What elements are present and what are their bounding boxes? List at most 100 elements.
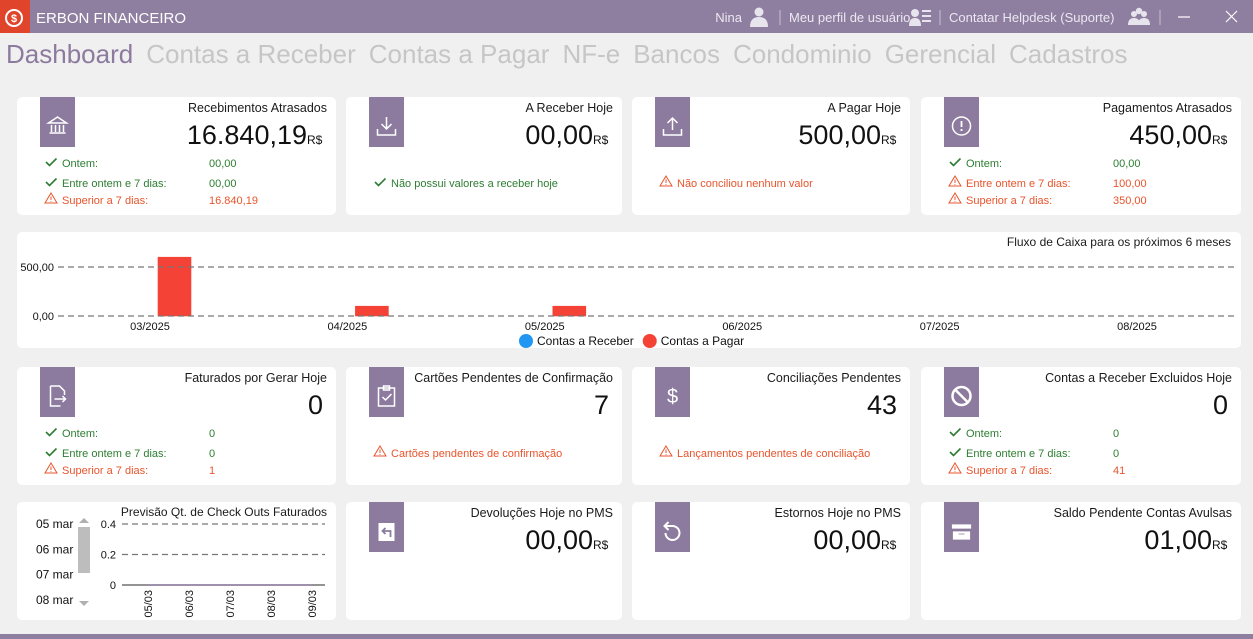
nav-item[interactable]: Contas a Receber (146, 39, 356, 69)
x-tick-label: 05/2025 (525, 321, 565, 333)
scroll-thumb[interactable] (78, 527, 90, 573)
card-amount: 0 (308, 390, 323, 420)
nav-item[interactable]: Cadastros (1009, 39, 1128, 69)
icon (49, 385, 67, 407)
card-amount: 00,00 (525, 120, 593, 150)
x-tick-label: 05/03 (143, 590, 155, 618)
logo-icon (5, 9, 23, 27)
chart-title: Fluxo de Caixa para os próximos 6 meses (1007, 235, 1231, 249)
nav-item[interactable]: NF-e (562, 39, 620, 69)
card-icon (369, 367, 404, 417)
warning-icon (373, 445, 387, 457)
card (921, 502, 1241, 620)
line-value: 41 (1113, 465, 1125, 477)
x-tick-label: 08/2025 (1117, 321, 1157, 333)
check-icon (374, 177, 387, 187)
card (921, 367, 1241, 485)
icon (951, 116, 972, 136)
line-label: Entre ontem e 7 dias: (62, 178, 167, 190)
card-currency: R$ (593, 133, 609, 147)
helpdesk-link[interactable]: Contatar Helpdesk (Suporte) (949, 10, 1114, 25)
y-tick-label: 0 (110, 580, 116, 592)
x-tick-label: 03/2025 (130, 321, 170, 333)
warning-icon (948, 192, 962, 204)
line-label: Ontem: (62, 428, 98, 440)
icon (951, 385, 972, 407)
user-icon[interactable] (750, 7, 768, 28)
profile-icon[interactable] (909, 9, 931, 26)
team-icon[interactable] (1128, 7, 1150, 25)
line-value: 00,00 (209, 178, 237, 190)
card-amount: 43 (867, 390, 897, 420)
line-value: 1 (209, 465, 215, 477)
nav-item[interactable]: Bancos (633, 39, 720, 69)
x-tick-label: 08/03 (266, 590, 278, 618)
x-tick-label: 09/03 (307, 590, 319, 618)
scroll-down[interactable] (79, 601, 89, 606)
logo-glyph: $ (11, 13, 17, 25)
charts: Fluxo de Caixa para os próximos 6 meses 0… (17, 232, 1241, 620)
nav-item[interactable]: Condominio (733, 39, 872, 69)
card-amount: 450,00 (1129, 120, 1212, 150)
y-tick-label: 0.2 (101, 550, 116, 562)
card-content: Contas a Receber Excluidos Hoje 0 Ontem: 0 E… (944, 367, 1232, 477)
card-title: Cartões Pendentes de Confirmação (414, 371, 613, 385)
nav-item[interactable]: Gerencial (885, 39, 996, 69)
warning-icon (44, 462, 58, 474)
check-icon (949, 447, 962, 457)
line-label: Entre ontem e 7 dias: (966, 178, 1071, 190)
card (346, 97, 622, 215)
x-tick-label: 07/2025 (920, 321, 960, 333)
legend-label: Contas a Receber (537, 334, 634, 348)
card-note: Cartões pendentes de confirmação (391, 448, 562, 460)
card-currency: R$ (307, 133, 323, 147)
card-amount: 16.840,19 (187, 120, 307, 150)
icon (377, 385, 396, 407)
card-title: A Pagar Hoje (827, 101, 901, 115)
icon (378, 523, 395, 541)
date-list-item[interactable]: 06 mar (36, 542, 73, 556)
line-label: Superior a 7 dias: (966, 465, 1052, 477)
card-currency: R$ (881, 538, 897, 552)
warning-icon (659, 445, 673, 457)
warning-icon (948, 462, 962, 474)
date-list-item[interactable]: 08 mar (36, 593, 73, 607)
card-title: Conciliações Pendentes (767, 371, 901, 385)
icon (376, 117, 397, 136)
card (346, 367, 622, 485)
line-label: Superior a 7 dias: (62, 465, 148, 477)
profile-link[interactable]: Meu perfil de usuário (789, 10, 910, 25)
date-list-item[interactable]: 05 mar (36, 517, 73, 531)
card (346, 502, 622, 620)
bar (552, 305, 587, 317)
user-name[interactable]: Nina (715, 10, 743, 25)
close-button[interactable] (1225, 10, 1238, 23)
title-bar (0, 0, 1253, 33)
nav-item[interactable]: Contas a Pagar (369, 39, 550, 69)
y-tick-label: 0,00 (33, 311, 54, 323)
line-value: 00,00 (1113, 158, 1141, 170)
card-note: Não conciliou nenhum valor (677, 178, 813, 190)
x-tick-label: 06/2025 (722, 321, 762, 333)
card-title: Saldo Pendente Contas Avulsas (1054, 506, 1232, 520)
check-icon (45, 447, 58, 457)
card-title: Recebimentos Atrasados (188, 101, 327, 115)
scroll-up[interactable] (79, 518, 89, 523)
card-content: Estornos Hoje no PMS 00,00 R$ (655, 502, 901, 555)
line-value: 0 (1113, 448, 1119, 460)
line-value: 0 (1113, 428, 1119, 440)
icon (662, 116, 683, 136)
nav-item[interactable]: Dashboard (6, 39, 133, 69)
card-title: Devoluções Hoje no PMS (471, 506, 613, 520)
date-list-item[interactable]: 07 mar (36, 568, 73, 582)
icon (951, 523, 972, 541)
warning-icon (44, 192, 58, 204)
y-tick-label: 500,00 (20, 262, 54, 274)
card-title: Faturados por Gerar Hoje (185, 371, 327, 385)
check-icon (949, 157, 962, 167)
card-currency: R$ (593, 538, 609, 552)
y-tick-label: 0.4 (101, 519, 116, 531)
card-content: A Receber Hoje 00,00 R$ Não possui valores … (369, 97, 613, 190)
line-value: 0 (209, 448, 215, 460)
warning-icon (659, 175, 673, 187)
